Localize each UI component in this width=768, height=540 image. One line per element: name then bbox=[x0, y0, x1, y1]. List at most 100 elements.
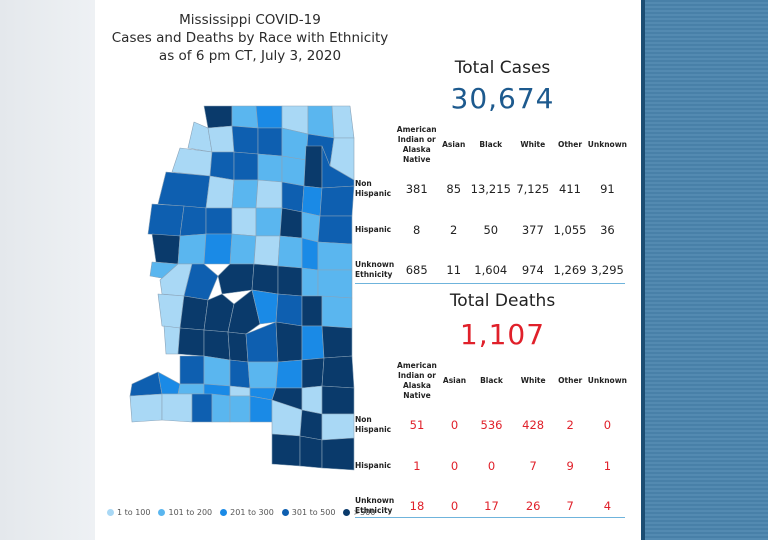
county bbox=[231, 179, 259, 209]
table-cell: 3,295 bbox=[590, 263, 624, 277]
county bbox=[275, 293, 303, 327]
county bbox=[279, 207, 303, 239]
county bbox=[147, 203, 185, 237]
column-header: American Indian or Alaska Native bbox=[396, 125, 437, 164]
county bbox=[177, 383, 205, 395]
county bbox=[299, 409, 323, 441]
legend-item: 301 to 500 bbox=[281, 508, 336, 517]
legend-label: 301 to 500 bbox=[291, 508, 336, 517]
county bbox=[299, 435, 323, 469]
table-cell: 7 bbox=[529, 459, 537, 473]
county bbox=[171, 147, 213, 177]
legend-label: 201 to 300 bbox=[230, 508, 274, 517]
corner-cell bbox=[355, 358, 394, 404]
column-header: Other bbox=[558, 376, 583, 385]
county bbox=[321, 295, 353, 329]
county bbox=[203, 329, 231, 361]
title-line-3: as of 6 pm CT, July 3, 2020 bbox=[158, 48, 342, 64]
county bbox=[177, 327, 205, 357]
table-cell: 17 bbox=[484, 499, 499, 513]
county bbox=[253, 235, 281, 267]
county bbox=[275, 321, 303, 363]
county bbox=[301, 295, 323, 327]
column-header: American Indian or Alaska Native bbox=[397, 361, 437, 400]
county bbox=[271, 433, 301, 467]
county bbox=[247, 361, 279, 389]
column-header: White bbox=[520, 376, 546, 385]
county bbox=[163, 325, 181, 355]
county bbox=[321, 437, 355, 471]
column-header: Black bbox=[480, 376, 503, 385]
county bbox=[301, 211, 321, 243]
county bbox=[301, 357, 325, 389]
legend-item: 101 to 200 bbox=[158, 508, 212, 517]
table-cell: 2 bbox=[450, 223, 458, 237]
county bbox=[203, 105, 233, 129]
county bbox=[209, 151, 235, 181]
table-cell: 9 bbox=[566, 459, 574, 473]
county bbox=[301, 385, 323, 415]
table-row: Unknown Ethnicity 18 0 17 26 7 4 bbox=[355, 486, 627, 526]
row-header: Hispanic bbox=[355, 461, 392, 470]
table-cell: 18 bbox=[409, 499, 425, 513]
legend-label: >500 bbox=[353, 508, 376, 517]
table-cell: 36 bbox=[600, 223, 615, 237]
mississippi-county-map bbox=[129, 105, 355, 471]
county bbox=[129, 371, 163, 397]
table-row: Hispanic 1 0 0 7 9 1 bbox=[355, 446, 627, 486]
county bbox=[231, 207, 257, 237]
table-cell: 428 bbox=[522, 418, 545, 432]
title-line-1: Mississippi COVID-19 bbox=[179, 12, 321, 28]
table-header-row: American Indian or Alaska Native Asian B… bbox=[355, 358, 627, 404]
table-cell: 91 bbox=[600, 182, 615, 196]
county bbox=[317, 269, 353, 299]
row-header: Non Hispanic bbox=[355, 415, 392, 434]
county bbox=[231, 125, 259, 155]
table-cell: 0 bbox=[450, 459, 459, 473]
county bbox=[301, 267, 319, 297]
county bbox=[301, 185, 323, 217]
legend-item: 1 to 100 bbox=[107, 508, 150, 517]
table-row: Unknown Ethnicity 685 11 1,604 974 1,269… bbox=[355, 250, 627, 290]
column-header: Asian bbox=[442, 140, 466, 149]
legend-swatch-icon bbox=[158, 509, 166, 516]
page-background-right bbox=[641, 0, 768, 540]
legend-label: 101 to 200 bbox=[168, 508, 213, 517]
total-cases-value: 30,674 bbox=[450, 82, 555, 115]
county bbox=[183, 263, 219, 301]
table-cell: 7,125 bbox=[516, 182, 550, 196]
table-cell: 0 bbox=[487, 459, 496, 473]
column-header: White bbox=[520, 140, 546, 149]
county bbox=[307, 105, 335, 139]
county bbox=[317, 215, 353, 245]
county bbox=[229, 359, 251, 389]
county bbox=[229, 385, 251, 397]
table-cell: 4 bbox=[603, 499, 612, 513]
county bbox=[319, 185, 355, 217]
table-cell: 1,055 bbox=[553, 223, 587, 237]
table-cell: 0 bbox=[450, 499, 459, 513]
county bbox=[157, 171, 211, 209]
table-cell: 536 bbox=[480, 418, 503, 432]
county bbox=[251, 263, 279, 295]
table-cell: 26 bbox=[525, 499, 541, 513]
county bbox=[179, 355, 205, 385]
county bbox=[203, 355, 231, 387]
row-header: Unknown Ethnicity bbox=[355, 496, 395, 515]
county bbox=[255, 207, 283, 237]
county bbox=[277, 265, 303, 297]
legend-swatch-icon bbox=[107, 509, 114, 516]
county bbox=[321, 355, 355, 389]
table-cell: 974 bbox=[521, 263, 544, 277]
total-deaths-value: 1,107 bbox=[459, 318, 546, 351]
county bbox=[255, 105, 283, 129]
legend-swatch-icon bbox=[343, 509, 351, 516]
county bbox=[321, 145, 355, 189]
legend-item: >500 bbox=[343, 508, 375, 517]
county bbox=[179, 205, 207, 237]
county bbox=[161, 393, 193, 423]
legend-swatch-icon bbox=[220, 509, 228, 516]
total-cases-heading: Total Cases bbox=[454, 58, 551, 78]
county bbox=[229, 233, 257, 265]
county bbox=[217, 263, 255, 295]
